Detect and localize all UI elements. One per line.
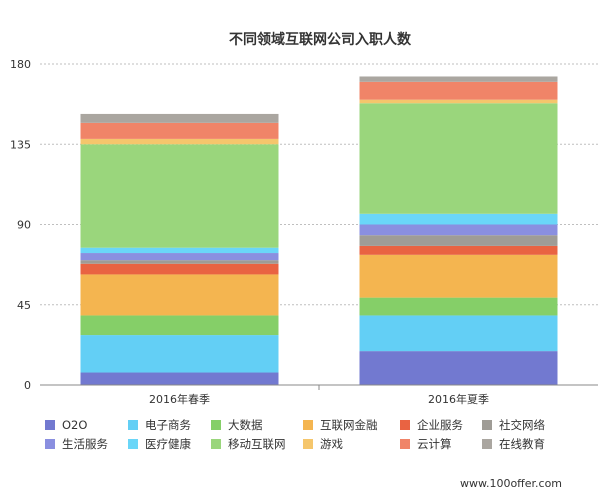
bar-segment <box>80 274 279 316</box>
watermark-text: www.100offer.com <box>460 477 562 490</box>
legend-swatch <box>482 420 492 430</box>
bar-segment <box>359 254 558 298</box>
axes: 0 45 90 135 180 2016年春季 2016年夏季 <box>10 58 598 406</box>
legend-swatch <box>45 439 55 449</box>
bar-segment <box>80 253 279 261</box>
legend-label: 在线教育 <box>499 437 545 451</box>
legend-swatch <box>303 420 313 430</box>
bar-segment <box>359 76 558 82</box>
bar-segment <box>80 335 279 373</box>
bar-segment <box>359 99 558 104</box>
bar-segment <box>359 297 558 316</box>
bar-segment <box>359 245 558 255</box>
bar-segment <box>359 315 558 352</box>
y-tick-label: 45 <box>17 299 31 312</box>
bar-segment <box>80 113 279 123</box>
legend-label: 云计算 <box>417 437 452 451</box>
x-category-label: 2016年夏季 <box>428 392 489 406</box>
bar-segment <box>80 263 279 275</box>
bar-segment <box>80 138 279 145</box>
bar-segment <box>80 144 279 248</box>
legend-label: 移动互联网 <box>228 437 286 451</box>
legend-label: 互联网金融 <box>320 418 378 432</box>
bar-segment <box>359 81 558 100</box>
legend-swatch <box>303 439 313 449</box>
y-tick-label: 135 <box>10 138 31 151</box>
legend-swatch <box>128 439 138 449</box>
bar-segment <box>359 103 558 214</box>
bar-segment <box>359 213 558 225</box>
legend-label: 企业服务 <box>417 418 463 432</box>
legend-label: 社交网络 <box>499 418 545 432</box>
legend-label: O2O <box>62 418 87 432</box>
legend-label: 游戏 <box>320 437 343 451</box>
bar-segment <box>80 260 279 264</box>
legend-label: 大数据 <box>228 418 263 432</box>
y-tick-label: 90 <box>17 219 31 232</box>
legend-swatch <box>128 420 138 430</box>
bar-segment <box>359 351 558 385</box>
legend-label: 生活服务 <box>62 437 108 451</box>
bar-segment <box>359 224 558 236</box>
legend-swatch <box>211 420 221 430</box>
bar-segment <box>359 235 558 246</box>
y-tick-label: 180 <box>10 58 31 71</box>
legend-swatch <box>400 420 410 430</box>
legend-label: 电子商务 <box>145 418 191 432</box>
bar-segment <box>80 247 279 254</box>
x-category-label: 2016年春季 <box>149 392 210 406</box>
legend-label: 医疗健康 <box>145 437 191 451</box>
bar-segment <box>80 122 279 139</box>
bars <box>80 76 558 385</box>
legend-swatch <box>482 439 492 449</box>
legend-swatch <box>211 439 221 449</box>
legend-swatch <box>45 420 55 430</box>
bar-segment <box>80 372 279 385</box>
legend-swatch <box>400 439 410 449</box>
y-tick-label: 0 <box>24 379 31 392</box>
chart-title: 不同领域互联网公司入职人数 <box>229 31 412 48</box>
bar-segment <box>80 315 279 336</box>
